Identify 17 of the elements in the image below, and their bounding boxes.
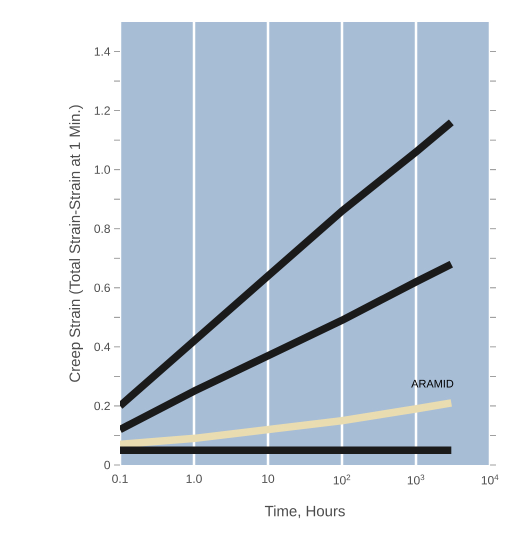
y-axis-title: Creep Strain (Total Strain-Strain at 1 Min.) bbox=[69, 105, 84, 382]
x-tick-label: 0.1 bbox=[112, 474, 128, 483]
x-tick-label: 10$^{3}$ bbox=[408, 474, 424, 485]
y-tick-label: 0.2 bbox=[94, 402, 110, 410]
y-tick-label: 1.4 bbox=[94, 47, 110, 56]
series-label: ARAMID bbox=[411, 380, 454, 388]
y-tick-label: 0.6 bbox=[94, 284, 110, 292]
y-tick-label: 0 bbox=[104, 460, 110, 470]
y-tick-label: 1.2 bbox=[94, 106, 110, 115]
y-tick-label: 0.8 bbox=[94, 224, 110, 233]
x-tick-label: 10$^{2}$ bbox=[334, 474, 350, 485]
x-axis-title: Time, Hours bbox=[264, 505, 345, 518]
y-tick-label: 0.4 bbox=[94, 342, 110, 352]
x-tick-label: 10 bbox=[262, 474, 274, 483]
x-tick-label: 10$^{4}$ bbox=[482, 474, 498, 484]
x-tick-label: 1.0 bbox=[186, 474, 202, 483]
y-tick-label: 1.0 bbox=[94, 165, 110, 174]
